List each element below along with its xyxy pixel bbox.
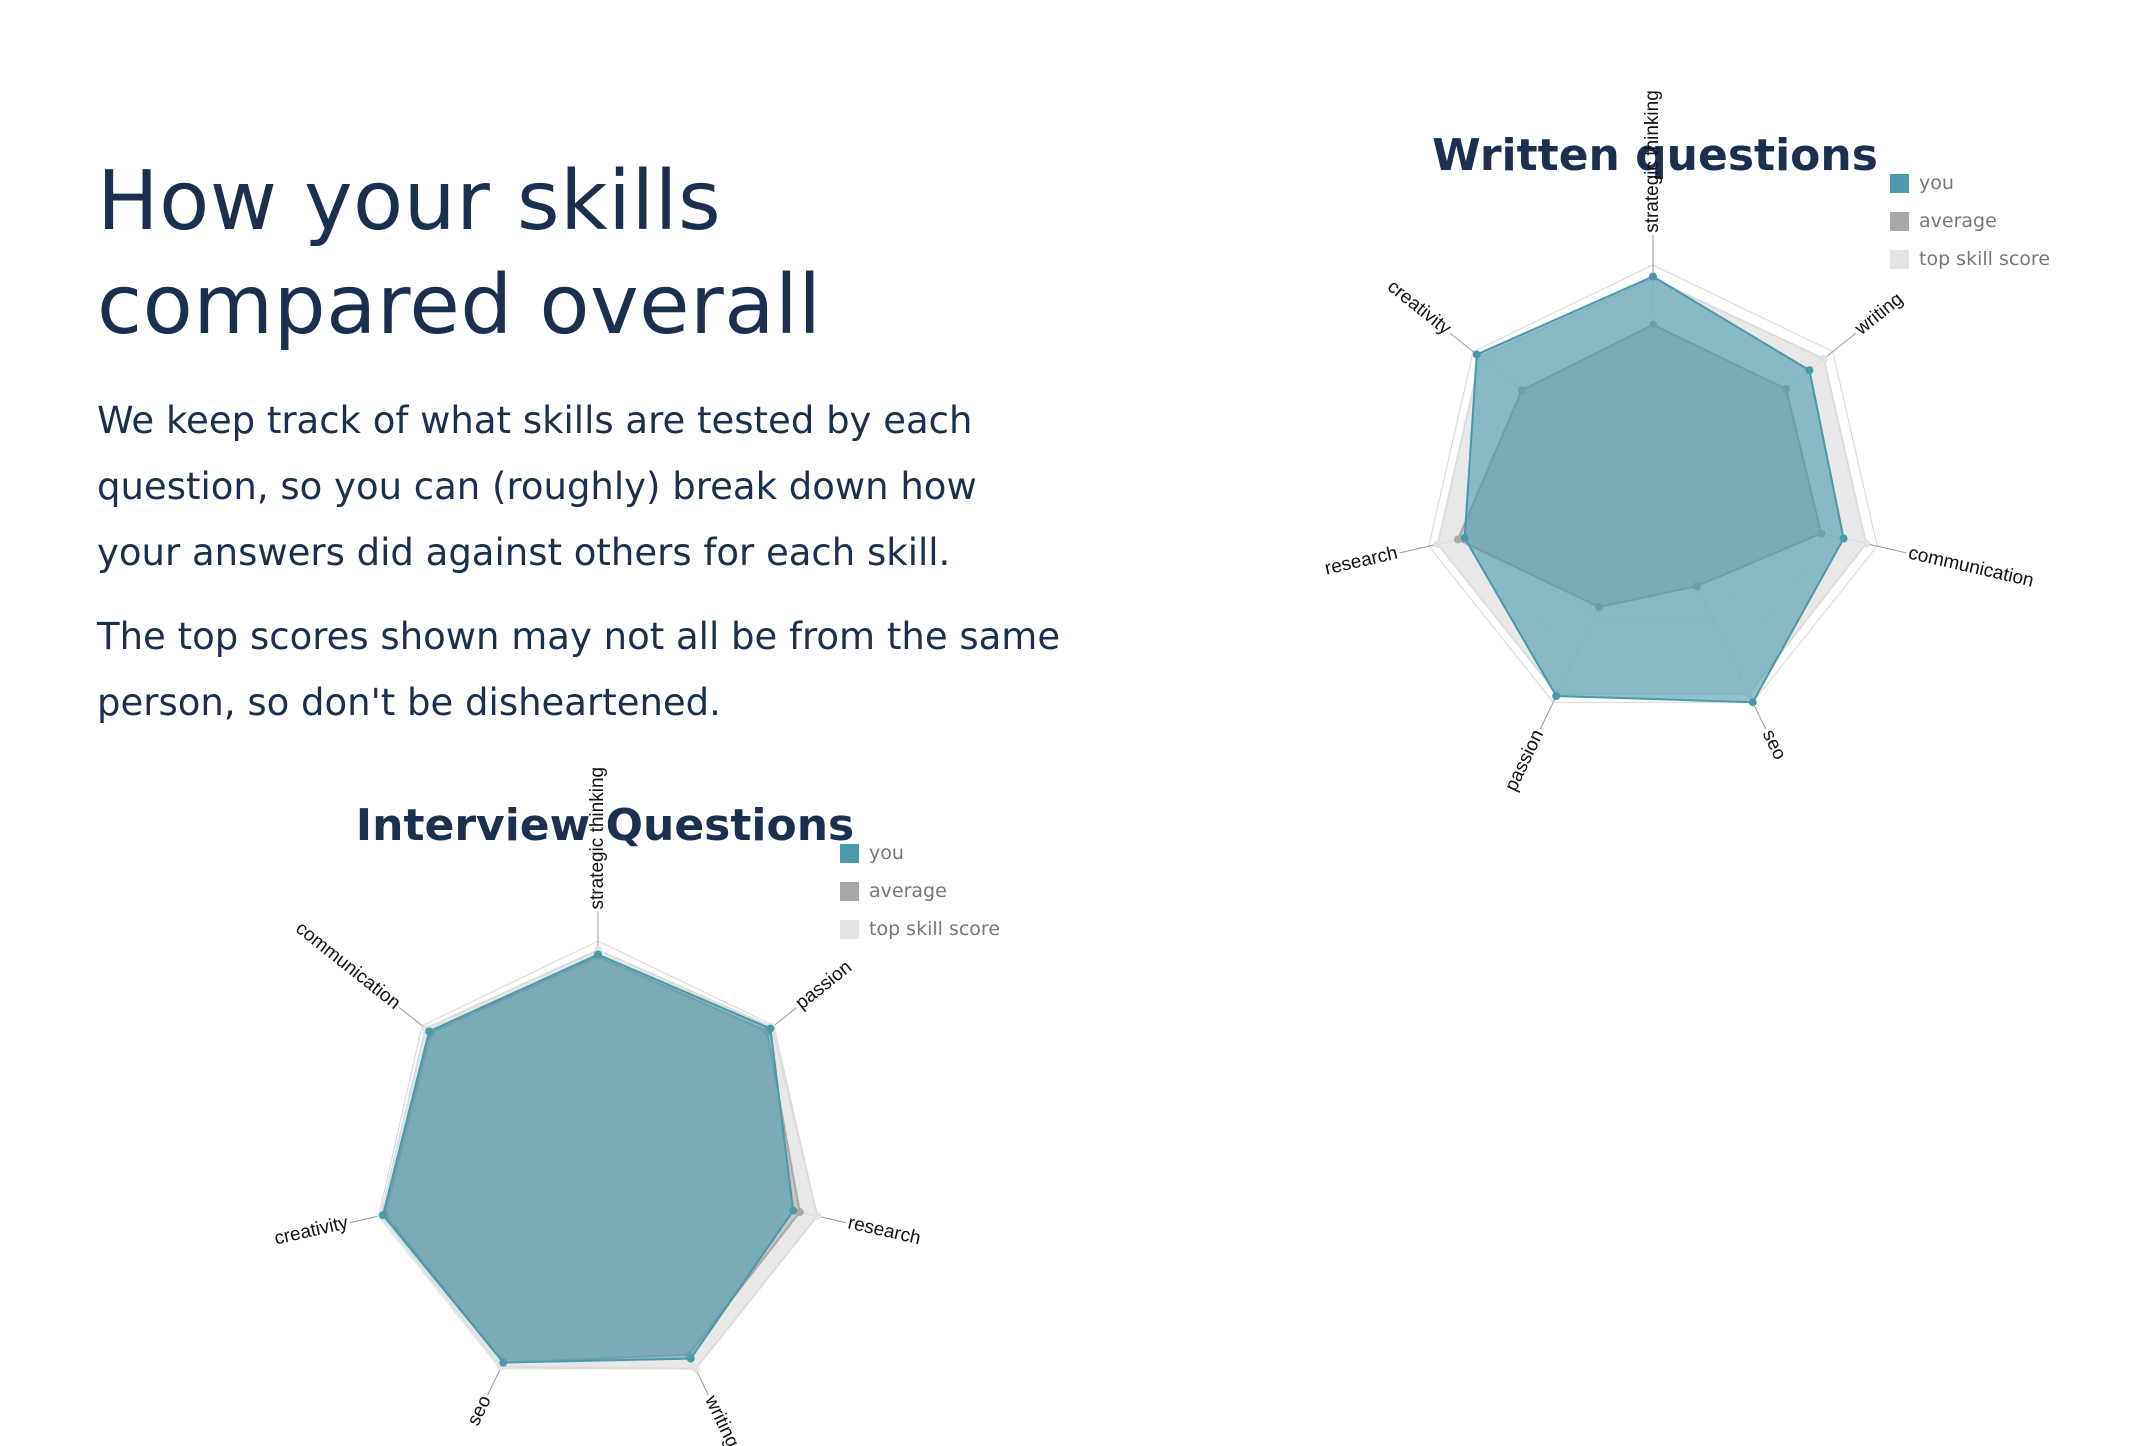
radar-data-point[interactable] [1472, 350, 1481, 359]
radar-series [1460, 272, 1848, 707]
written-questions-chart: Written questions you average top skill … [1323, 90, 2130, 794]
radar-plot: strategic thinking passion research writing… [272, 767, 923, 1446]
radar-data-point[interactable] [1453, 535, 1462, 544]
legend-label: average [1919, 210, 1997, 232]
radar-data-point[interactable] [1839, 534, 1848, 543]
page-title: How your skills compared overall [97, 150, 1137, 358]
interview-questions-chart: Interview Questions you average top skil… [272, 767, 1080, 1446]
radar-data-point[interactable] [813, 1212, 822, 1221]
radar-data-point[interactable] [686, 1354, 695, 1363]
chart-legend: you average top skill score [840, 834, 1000, 948]
radar-data-point[interactable] [1552, 692, 1561, 701]
radar-data-point[interactable] [425, 1027, 434, 1036]
radar-axis-label: writing [1850, 289, 1907, 340]
radar-data-point[interactable] [789, 1206, 798, 1215]
radar-data-point[interactable] [1433, 540, 1442, 549]
intro-paragraph-2: The top scores shown may not all be from… [97, 604, 1137, 736]
radar-data-point[interactable] [691, 1364, 700, 1373]
legend-swatch-you [840, 843, 859, 863]
intro-section: How your skills compared overall We keep… [97, 150, 1137, 754]
radar-axis-label: communication [1906, 543, 2035, 592]
radar-axis-label: communication [291, 918, 404, 1014]
legend-swatch-top-skill-score [1890, 249, 1909, 269]
radar-data-point[interactable] [1819, 354, 1828, 363]
radar-data-point[interactable] [1805, 366, 1814, 375]
legend-item-top-skill-score[interactable]: top skill score [840, 910, 1000, 948]
radar-data-point[interactable] [1748, 698, 1757, 707]
page-title-line-2: compared overall [97, 258, 822, 353]
legend-label: you [869, 842, 904, 864]
legend-swatch-you [1890, 173, 1909, 193]
intro-paragraph-1-line: your answers did against others for each… [97, 531, 951, 574]
intro-paragraph-2-line: person, so don't be disheartened. [97, 681, 721, 724]
radar-data-point[interactable] [379, 1211, 388, 1220]
radar-axis-label: seo [464, 1392, 496, 1429]
legend-item-average[interactable]: average [840, 872, 1000, 910]
legend-swatch-average [840, 881, 859, 901]
radar-axis-label: strategic thinking [1642, 90, 1663, 233]
radar-axis-label: creativity [272, 1212, 350, 1249]
radar-series-area [381, 953, 795, 1364]
legend-label: you [1919, 172, 1954, 194]
radar-series-area [1463, 275, 1845, 704]
legend-swatch-average [1890, 211, 1909, 231]
radar-axis-label: writing [700, 1391, 743, 1446]
radar-data-point[interactable] [1649, 272, 1657, 281]
radar-axis-label: creativity [1383, 276, 1455, 339]
intro-paragraph-1: We keep track of what skills are tested … [97, 388, 1137, 586]
radar-data-point[interactable] [1862, 539, 1871, 548]
legend-label: average [869, 880, 947, 902]
intro-paragraph-1-line: We keep track of what skills are tested … [97, 399, 973, 442]
radar-data-point[interactable] [1460, 533, 1469, 542]
legend-label: top skill score [1919, 248, 2051, 270]
intro-paragraph-2-line: The top scores shown may not all be from… [97, 615, 1061, 658]
legend-swatch-top-skill-score [840, 919, 859, 939]
legend-label: top skill score [869, 918, 1001, 940]
radar-axis-label: research [1323, 543, 1400, 580]
radar-axis-label: passion [792, 957, 856, 1014]
chart-title: Interview Questions [355, 800, 855, 851]
page-title-line-1: How your skills [97, 154, 722, 249]
radar-data-point[interactable] [594, 950, 602, 959]
radar-data-point[interactable] [766, 1024, 775, 1033]
radar-series [379, 950, 798, 1367]
radar-axis-label: strategic thinking [587, 767, 608, 910]
radar-axis-label: passion [1501, 726, 1548, 794]
legend-item-you[interactable]: you [1890, 164, 2050, 202]
chart-title: Written questions [1432, 130, 1878, 181]
legend-item-top-skill-score[interactable]: top skill score [1890, 240, 2050, 278]
chart-legend: you average top skill score [1890, 164, 2050, 278]
legend-item-average[interactable]: average [1890, 202, 2050, 240]
radar-data-point[interactable] [499, 1358, 508, 1367]
intro-paragraph-1-line: question, so you can (roughly) break dow… [97, 465, 977, 508]
radar-axis-label: research [846, 1212, 923, 1249]
radar-grid-level [1428, 264, 1878, 703]
radar-axis-label: seo [1758, 726, 1790, 763]
radar-plot: strategic thinking writing communication se… [1323, 90, 2036, 794]
legend-item-you[interactable]: you [840, 834, 1000, 872]
radar-data-point[interactable] [795, 1208, 804, 1217]
radar-grid-level [378, 940, 818, 1370]
